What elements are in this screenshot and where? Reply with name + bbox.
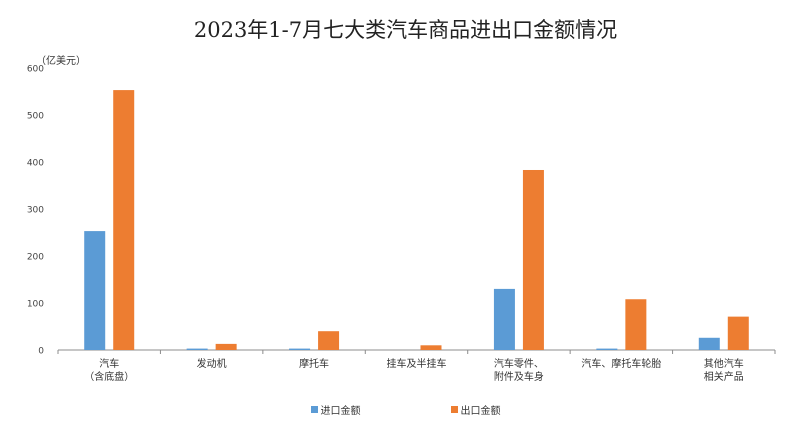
bar-export-3 [420,345,442,350]
y-tick-label: 400 [27,159,44,169]
bar-import-1 [186,348,208,350]
y-tick-label: 100 [27,300,44,310]
x-tick-label: 汽车零件、 [494,357,544,370]
bar-import-5 [596,348,618,350]
bar-export-2 [318,331,340,350]
bar-export-1 [215,343,237,350]
y-tick-label: 600 [27,65,44,75]
bar-export-4 [522,169,544,350]
bar-import-2 [289,348,311,350]
legend: 进口金额 出口金额 [0,402,811,417]
y-tick-label: 200 [27,253,44,263]
x-tick-label: 挂车及半挂车 [387,357,447,370]
legend-label-import: 进口金额 [320,406,361,417]
legend-item-export: 出口金额 [450,402,501,417]
legend-item-import: 进口金额 [310,402,361,417]
legend-label-export: 出口金额 [460,406,501,417]
x-tick-label: 摩托车 [299,357,329,370]
bar-import-4 [493,288,515,350]
bar-import-6 [698,337,720,350]
y-tick-label: 300 [27,206,44,216]
x-tick-label: 汽车、摩托车轮胎 [581,357,661,370]
x-tick-label: 汽车 [99,357,119,370]
x-tick-label: 附件及车身 [494,370,544,383]
bar-export-0 [113,90,135,350]
x-tick-label: 相关产品 [704,370,744,383]
y-tick-label: 0 [38,347,44,357]
x-tick-label: （含底盘） [84,370,134,383]
x-tick-label: 其他汽车 [704,357,744,370]
bar-import-0 [84,231,106,350]
y-axis-unit-label: （亿美元） [36,56,86,67]
bar-export-6 [727,316,749,350]
legend-swatch-import [310,406,318,413]
legend-swatch-export [450,406,458,413]
chart-title: 2023年1-7月七大类汽车商品进出口金额情况 [193,18,618,42]
bar-export-5 [625,299,647,350]
x-tick-label: 发动机 [197,357,227,370]
y-tick-label: 500 [27,112,44,122]
